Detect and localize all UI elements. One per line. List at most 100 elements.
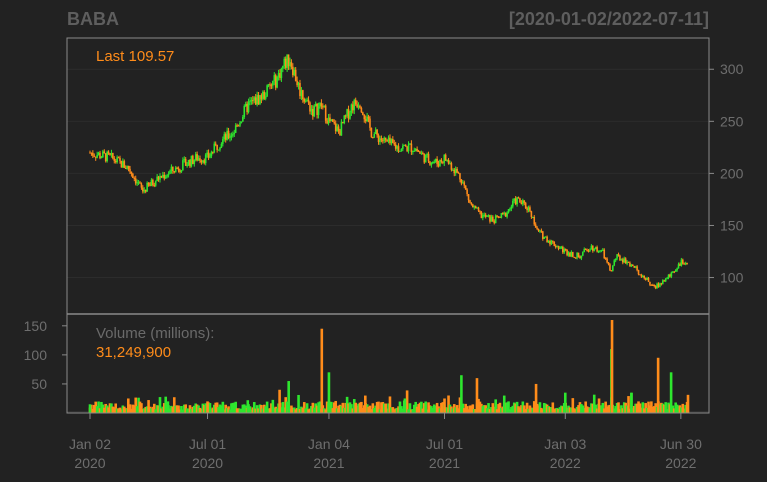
candle-body <box>276 77 278 88</box>
candle-body <box>677 264 680 269</box>
volume-bar <box>227 406 230 413</box>
volume-bar <box>511 405 515 413</box>
volume-bar <box>554 408 557 413</box>
candle-body <box>186 165 188 167</box>
volume-bars <box>67 320 709 413</box>
candle-body <box>339 130 341 136</box>
volume-bar <box>421 408 425 413</box>
volume-bar <box>531 408 535 413</box>
candle-body <box>202 160 204 163</box>
volume-bar <box>671 405 675 413</box>
candle-body <box>364 119 367 122</box>
volume-bar <box>571 398 575 413</box>
volume-bar <box>527 408 530 413</box>
candle-body <box>549 240 551 245</box>
candle-body <box>406 146 408 152</box>
candle-body <box>142 187 144 192</box>
candle-body <box>360 107 363 113</box>
volume-bar <box>211 407 215 413</box>
volume-tick-label: 150 <box>24 318 48 334</box>
volume-bar <box>455 405 459 413</box>
candle-body <box>172 166 174 172</box>
volume-bar <box>97 401 100 413</box>
candle-body <box>180 170 183 173</box>
candle-body <box>316 104 318 115</box>
volume-bar <box>152 403 156 413</box>
candle-body <box>249 100 251 103</box>
volume-bar <box>214 402 218 413</box>
volume-bar <box>575 406 579 413</box>
candle-body <box>444 154 447 161</box>
candle-body <box>623 258 626 263</box>
candle-body <box>219 147 221 150</box>
volume-bar <box>645 407 649 413</box>
candle-body <box>667 274 670 278</box>
candle-body <box>646 277 648 280</box>
candle-body <box>113 158 116 161</box>
candle-body <box>476 207 478 209</box>
candle-body <box>197 158 200 161</box>
volume-bar <box>238 408 242 413</box>
volume-bar <box>395 407 399 413</box>
volume-bar <box>377 401 380 413</box>
candle-body <box>472 204 474 208</box>
volume-bar <box>567 405 570 413</box>
candle-body <box>223 134 226 140</box>
volume-bar <box>514 403 517 413</box>
candle-body <box>310 108 313 112</box>
candle-body <box>174 167 177 173</box>
candle-body <box>620 259 623 261</box>
volume-bar <box>470 405 473 413</box>
volume-bar <box>275 408 279 413</box>
candle-body <box>300 90 303 97</box>
volume-bar <box>602 408 606 413</box>
candle-body <box>330 119 333 122</box>
candle-body <box>592 245 594 251</box>
volume-bar <box>462 408 466 413</box>
candle-body <box>569 252 571 257</box>
volume-bar <box>274 406 277 413</box>
volume-spike <box>443 398 446 413</box>
volume-bar <box>574 409 577 413</box>
candle-body <box>320 103 323 107</box>
candle-body <box>467 194 470 201</box>
volume-bar <box>568 407 572 413</box>
candle-body <box>612 265 614 271</box>
date-tick-label-line2: 2020 <box>74 455 105 471</box>
volume-bar <box>134 397 138 413</box>
candle-body <box>212 151 214 153</box>
volume-bar <box>308 408 312 413</box>
volume-bar <box>561 406 565 413</box>
volume-bar <box>108 403 112 413</box>
candle-body <box>393 142 396 145</box>
candle-body <box>299 83 301 97</box>
volume-bar <box>461 403 465 413</box>
candle-body <box>684 263 687 265</box>
candle-body <box>464 185 467 190</box>
volume-spike <box>656 357 660 413</box>
volume-bar <box>368 405 372 413</box>
candle-body <box>209 155 211 158</box>
volume-bar <box>425 409 429 413</box>
volume-bar <box>370 409 373 413</box>
volume-bar <box>612 408 616 413</box>
volume-bar <box>558 407 562 413</box>
candle-body <box>642 275 644 277</box>
volume-bar <box>482 405 486 413</box>
candle-body <box>366 116 368 122</box>
volume-bar <box>101 404 105 413</box>
date-tick-label-line1: Jan 02 <box>69 436 111 452</box>
volume-tick-label: 50 <box>31 376 47 392</box>
volume-bar <box>634 403 637 413</box>
volume-bar <box>267 408 270 413</box>
volume-bar <box>648 405 652 413</box>
candle-body <box>372 137 374 139</box>
candle-body <box>247 102 250 113</box>
volume-bar <box>230 403 233 413</box>
volume-bar <box>581 405 585 413</box>
candle-body <box>507 209 510 213</box>
price-candles <box>89 54 688 290</box>
volume-bar <box>552 409 556 413</box>
candle-body <box>619 255 621 261</box>
candle-body <box>259 95 261 105</box>
